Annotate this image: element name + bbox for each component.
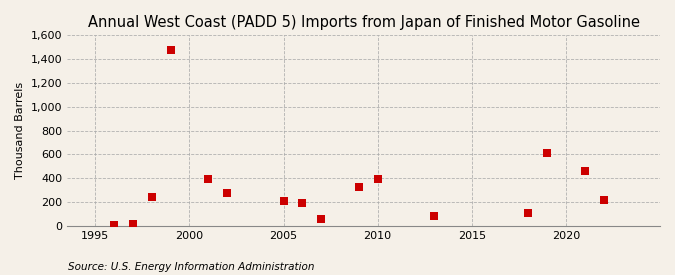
Title: Annual West Coast (PADD 5) Imports from Japan of Finished Motor Gasoline: Annual West Coast (PADD 5) Imports from … (88, 15, 639, 30)
Point (146, 195, 157, 199)
Point (165, 47, 176, 52)
Point (109, 223, 119, 227)
Point (297, 201, 308, 205)
Point (221, 190, 232, 195)
Point (128, 221, 138, 226)
Point (372, 177, 383, 182)
Point (541, 151, 552, 155)
Point (278, 199, 289, 203)
Text: Source: U.S. Energy Information Administration: Source: U.S. Energy Information Administ… (68, 262, 314, 272)
Point (598, 198, 609, 202)
Point (523, 211, 534, 216)
Point (316, 216, 327, 221)
Y-axis label: Thousand Barrels: Thousand Barrels (15, 82, 25, 179)
Point (579, 168, 590, 173)
Point (429, 214, 439, 218)
Point (354, 185, 364, 189)
Point (202, 177, 213, 181)
